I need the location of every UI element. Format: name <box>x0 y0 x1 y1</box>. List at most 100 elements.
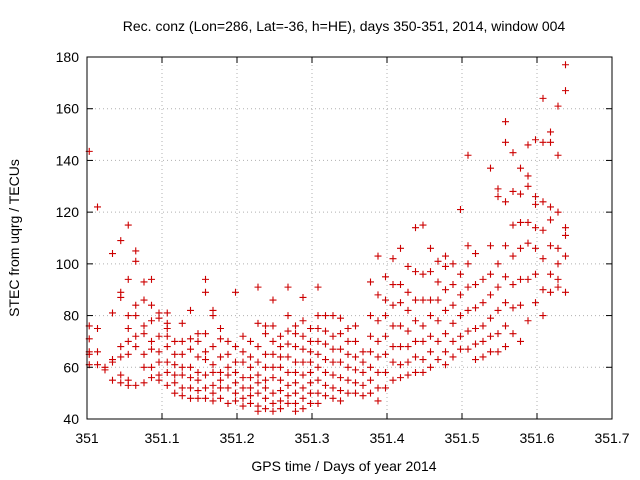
data-point <box>547 270 554 278</box>
data-point <box>532 200 539 208</box>
data-point <box>254 283 262 291</box>
data-point <box>487 242 494 250</box>
data-point <box>419 221 427 229</box>
y-tick-label: 100 <box>56 256 80 272</box>
data-point <box>547 216 554 224</box>
data-point <box>457 332 464 340</box>
data-point <box>224 384 232 392</box>
data-point <box>382 296 389 304</box>
data-point <box>442 262 449 270</box>
data-point <box>187 345 194 353</box>
data-point <box>434 356 442 364</box>
data-point <box>389 358 397 366</box>
data-point <box>140 322 148 330</box>
data-point <box>472 340 479 348</box>
data-point <box>524 141 532 149</box>
data-point <box>117 293 125 301</box>
data-point <box>148 301 155 309</box>
data-point <box>254 389 262 397</box>
data-point <box>132 312 140 320</box>
data-point <box>178 384 186 392</box>
data-point <box>239 384 247 392</box>
data-point <box>524 218 532 226</box>
x-axis-label: GPS time / Days of year 2014 <box>251 458 436 474</box>
data-point <box>427 296 434 304</box>
data-point <box>322 368 329 376</box>
data-point <box>457 312 464 320</box>
data-point <box>359 381 367 389</box>
data-point <box>359 358 367 366</box>
data-point <box>502 198 509 206</box>
data-point <box>554 244 562 252</box>
chart-title: Rec. conz (Lon=286, Lat=-36, h=HE), days… <box>123 18 566 34</box>
data-point <box>247 353 254 361</box>
data-point <box>314 376 322 384</box>
data-point <box>464 327 472 335</box>
data-point <box>404 262 412 270</box>
data-point <box>352 353 359 361</box>
data-point <box>239 374 247 382</box>
data-point <box>171 371 179 379</box>
data-point <box>292 389 299 397</box>
data-point <box>329 358 337 366</box>
x-tick-label: 351.5 <box>444 430 479 446</box>
data-point <box>359 392 367 400</box>
data-point <box>404 343 412 351</box>
data-point <box>464 306 472 314</box>
data-point <box>217 353 224 361</box>
data-point <box>163 343 171 351</box>
data-point <box>434 257 442 265</box>
data-point <box>314 350 322 358</box>
data-point <box>109 358 116 366</box>
data-point <box>539 198 547 206</box>
data-point <box>449 281 457 289</box>
data-point <box>479 299 487 307</box>
data-point <box>329 312 337 320</box>
data-point <box>427 312 434 320</box>
data-point <box>337 374 344 382</box>
data-point <box>487 291 494 299</box>
data-point <box>132 381 140 389</box>
data-point <box>163 358 171 366</box>
data-point <box>404 358 412 366</box>
y-tick-label: 140 <box>56 152 80 168</box>
x-tick-label: 351.4 <box>369 430 404 446</box>
data-point <box>217 325 224 332</box>
data-point <box>419 337 427 345</box>
data-point <box>509 281 517 289</box>
data-point <box>367 348 374 356</box>
data-point <box>419 368 427 376</box>
grid <box>87 57 612 419</box>
data-point <box>502 138 509 146</box>
data-point <box>254 407 262 415</box>
data-point <box>464 283 472 291</box>
data-point <box>117 371 125 379</box>
data-point <box>517 164 524 172</box>
data-point <box>419 322 427 330</box>
data-point <box>187 374 194 382</box>
data-point <box>124 350 132 358</box>
data-point <box>352 379 359 387</box>
data-point <box>382 350 389 358</box>
data-point <box>562 288 569 296</box>
data-point <box>382 332 389 340</box>
data-point <box>194 387 202 395</box>
data-point <box>247 363 254 371</box>
data-point <box>397 281 404 289</box>
data-point <box>404 371 412 379</box>
data-point <box>517 337 524 345</box>
data-point <box>352 389 359 397</box>
data-point <box>194 337 202 345</box>
data-point <box>239 358 247 366</box>
data-point <box>148 275 155 283</box>
data-point <box>442 348 449 356</box>
data-point <box>487 164 494 172</box>
data-point <box>404 327 412 335</box>
data-point <box>247 374 254 382</box>
data-point <box>517 244 524 252</box>
y-axis-label: STEC from uqrg / TECUs <box>6 159 22 317</box>
data-point <box>389 343 397 351</box>
data-point <box>322 327 329 335</box>
data-point <box>117 353 125 361</box>
